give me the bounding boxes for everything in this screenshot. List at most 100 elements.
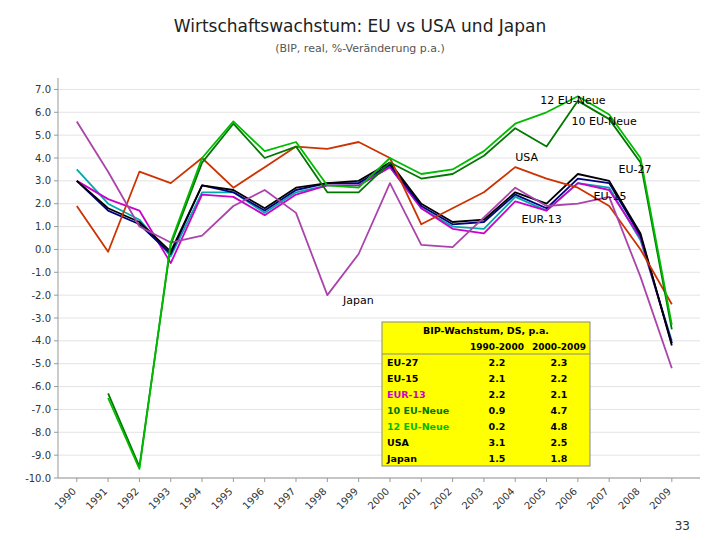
y-tick: [54, 226, 58, 227]
grid-line: [58, 89, 700, 90]
table-value: 2.3: [551, 357, 568, 368]
table-column-header: 2000-2009: [532, 342, 586, 352]
y-tick-label: -4.0: [31, 335, 51, 346]
x-tick: [327, 478, 328, 482]
x-tick-label: 2006: [554, 486, 580, 512]
x-tick: [358, 478, 359, 482]
series-line: [108, 101, 672, 467]
table-row-label: EU-27: [387, 357, 418, 368]
table-row-label: USA: [387, 437, 410, 448]
series-line: [77, 165, 672, 343]
x-tick: [609, 478, 610, 482]
table-row-label: EU-15: [387, 373, 418, 384]
y-tick: [54, 363, 58, 364]
annotation: EUR-13: [521, 213, 561, 226]
x-tick-label: 2009: [647, 486, 673, 512]
y-tick: [54, 409, 58, 410]
x-tick-label: 1991: [84, 486, 110, 512]
x-axis-line: [58, 478, 700, 479]
y-tick-label: 3.0: [35, 175, 51, 186]
subtitle: (BIP, real, %-Veränderung p.a.): [275, 42, 445, 55]
y-tick-label: 4.0: [35, 153, 51, 164]
series-lines: [77, 96, 672, 469]
x-tick: [389, 478, 390, 482]
table-divider: [382, 354, 590, 355]
table-value: 1.5: [489, 453, 506, 464]
x-tick-label: 1990: [52, 486, 78, 512]
x-tick-label: 1993: [146, 486, 172, 512]
table-value: 0.9: [489, 405, 506, 416]
annotation: Japan: [342, 294, 374, 307]
y-tick: [54, 249, 58, 250]
table-title: BIP-Wachstum, DS, p.a.: [423, 325, 549, 336]
x-tick-label: 1994: [178, 486, 204, 512]
x-tick-label: 1999: [334, 486, 360, 512]
y-tick: [54, 135, 58, 136]
x-tick-label: 1995: [209, 486, 235, 512]
y-tick-label: -7.0: [31, 404, 51, 415]
y-tick: [54, 386, 58, 387]
grid-line: [58, 158, 700, 159]
y-tick: [54, 203, 58, 204]
annotation: EU-15: [594, 190, 627, 203]
annotation: EU-27: [619, 163, 652, 176]
x-tick: [202, 478, 203, 482]
y-tick: [54, 455, 58, 456]
x-tick-label: 1997: [272, 486, 298, 512]
y-tick-label: -1.0: [31, 267, 51, 278]
x-tick-label: 2001: [397, 486, 423, 512]
table-value: 2.2: [551, 373, 568, 384]
x-tick-label: 2004: [491, 486, 517, 512]
y-tick: [54, 340, 58, 341]
grid-line: [58, 478, 700, 479]
y-tick: [54, 295, 58, 296]
table-row-label: EUR-13: [387, 389, 426, 400]
y-tick: [54, 272, 58, 273]
table-value: 2.1: [551, 389, 568, 400]
table-value: 3.1: [489, 437, 506, 448]
y-tick-label: 1.0: [35, 221, 51, 232]
table-value: 2.2: [489, 357, 506, 368]
x-tick-label: 2003: [460, 486, 486, 512]
x-tick: [296, 478, 297, 482]
x-tick: [577, 478, 578, 482]
grid-line: [58, 249, 700, 250]
table-row-label: Japan: [386, 453, 417, 464]
x-tick: [452, 478, 453, 482]
axes: 7.06.05.04.03.02.01.00.0-1.0-2.0-3.0-4.0…: [25, 78, 700, 511]
series-line: [108, 96, 672, 469]
x-tick-label: 1998: [303, 486, 329, 512]
x-tick-label: 2005: [522, 486, 548, 512]
y-tick: [54, 180, 58, 181]
chart: Wirtschaftswachstum: EU vs USA und Japan…: [0, 0, 720, 540]
y-tick-label: 0.0: [35, 244, 51, 255]
table-value: 0.2: [489, 421, 506, 432]
table-row-label: 12 EU-Neue: [387, 421, 449, 432]
grid-line: [58, 318, 700, 319]
annotations: 12 EU-Neue10 EU-NeueUSAEU-27EUR-13EU-15J…: [342, 94, 652, 307]
y-tick-label: 7.0: [35, 84, 51, 95]
x-tick: [640, 478, 641, 482]
table-value: 2.5: [551, 437, 568, 448]
grid-line: [58, 409, 700, 410]
y-tick-label: -8.0: [31, 427, 51, 438]
x-tick: [671, 478, 672, 482]
grid-line: [58, 455, 700, 456]
y-tick-label: -6.0: [31, 381, 51, 392]
table-value: 2.1: [489, 373, 506, 384]
y-tick-label: 5.0: [35, 130, 51, 141]
grid-line: [58, 432, 700, 433]
y-tick-label: 2.0: [35, 198, 51, 209]
x-tick: [515, 478, 516, 482]
y-tick: [54, 432, 58, 433]
x-tick: [139, 478, 140, 482]
x-tick: [264, 478, 265, 482]
title: Wirtschaftswachstum: EU vs USA und Japan: [174, 16, 547, 36]
x-tick: [170, 478, 171, 482]
x-tick: [546, 478, 547, 482]
x-tick-label: 1992: [115, 486, 141, 512]
x-tick-label: 2000: [366, 486, 392, 512]
grid-line: [58, 386, 700, 387]
table-value: 2.2: [489, 389, 506, 400]
x-tick-label: 1996: [240, 486, 266, 512]
